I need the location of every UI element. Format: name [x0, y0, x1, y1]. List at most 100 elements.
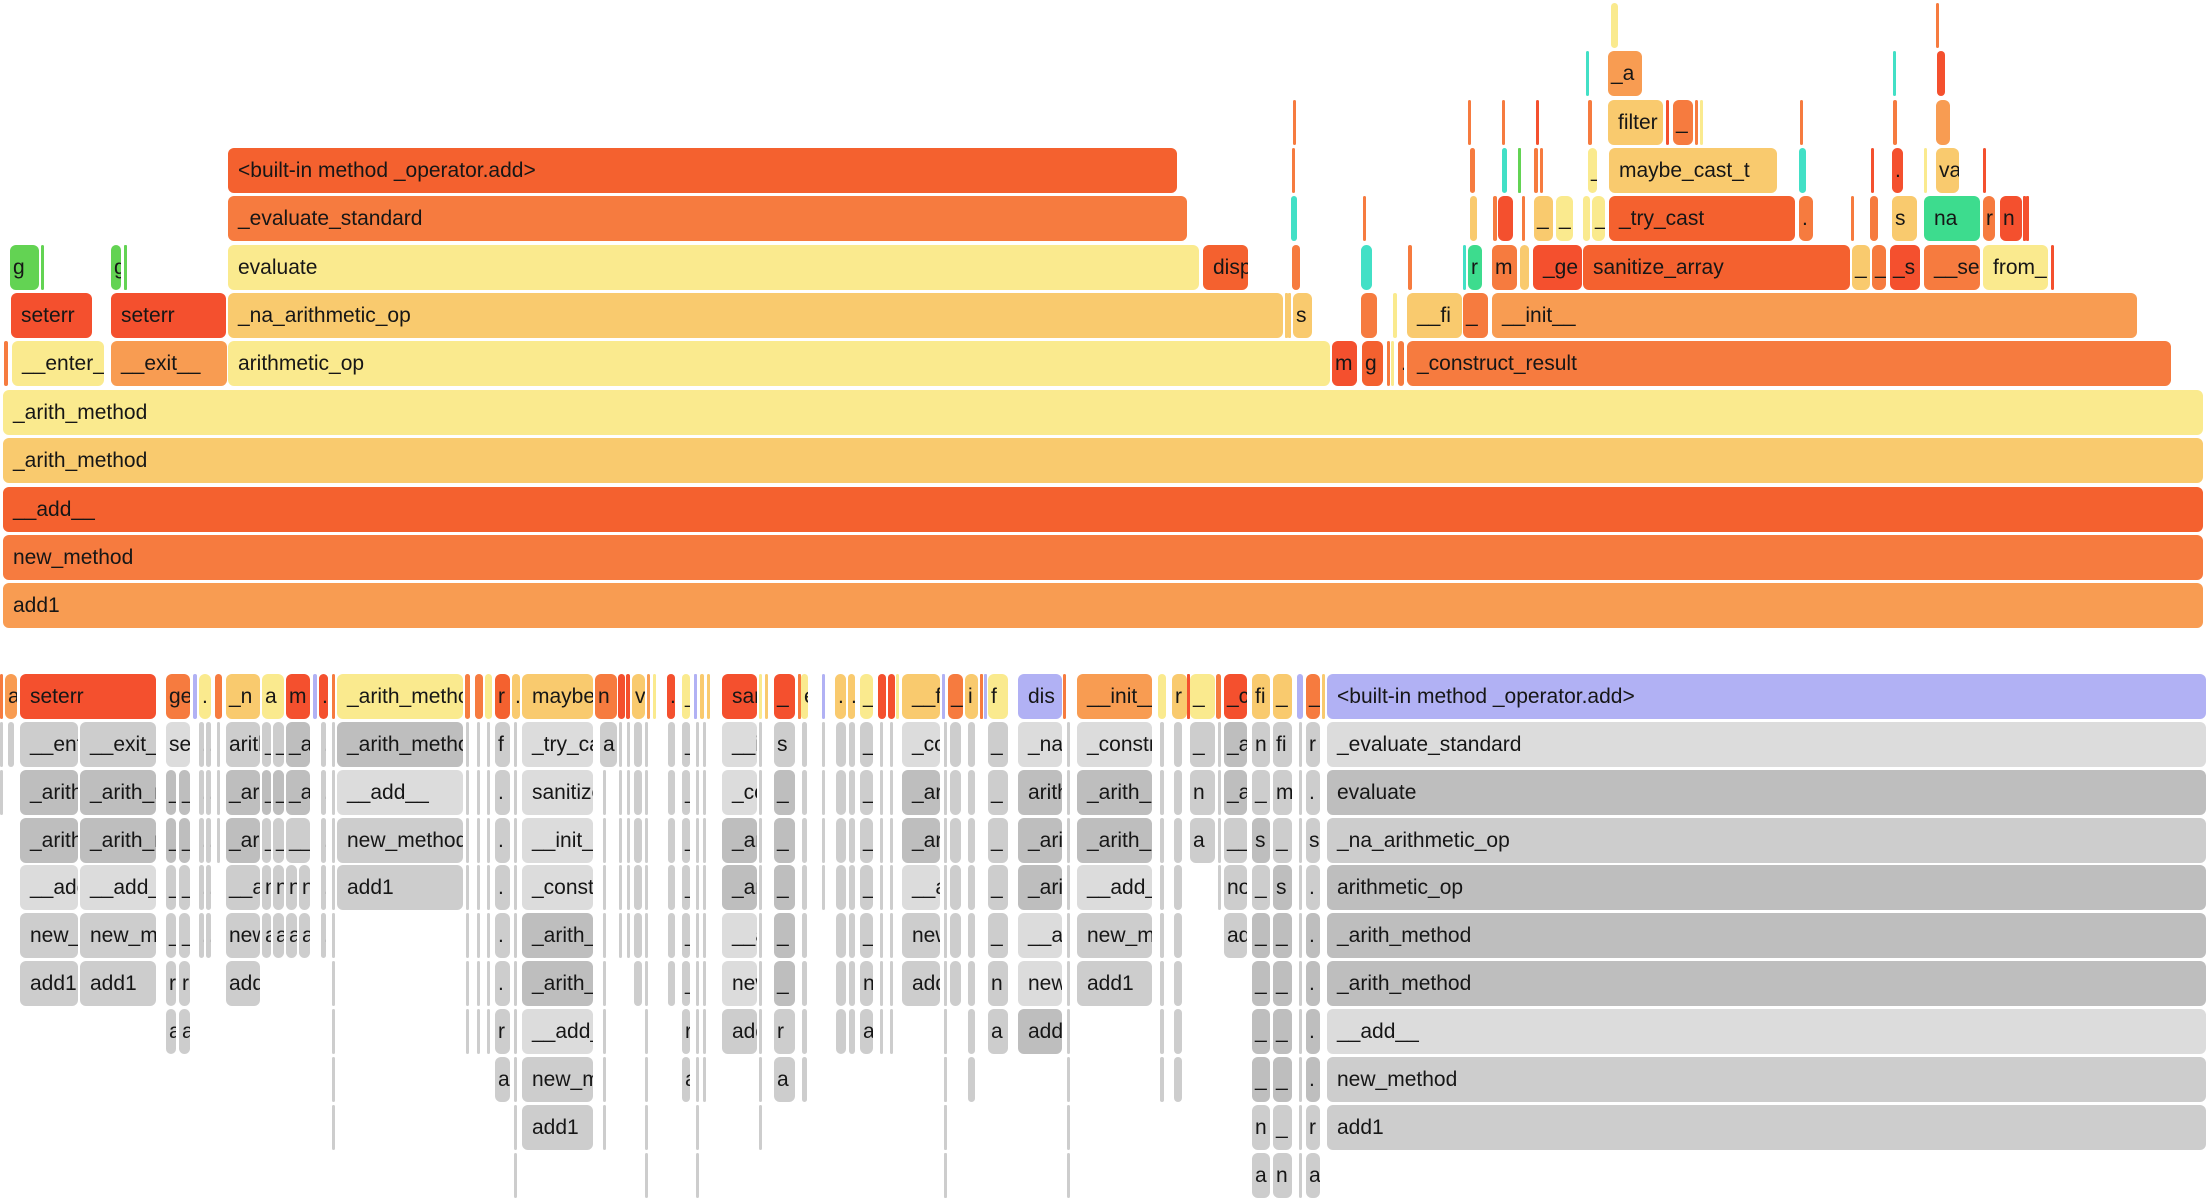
flame-frame[interactable]: a	[1252, 1152, 1270, 1198]
flame-frame[interactable]: _	[166, 865, 176, 911]
flame-frame-sliver[interactable]	[668, 913, 675, 959]
flame-frame-sliver[interactable]	[1393, 293, 1397, 339]
flame-frame-sliver[interactable]	[1174, 1008, 1182, 1054]
flame-frame[interactable]: new_method	[1018, 961, 1062, 1007]
flame-frame-sliver[interactable]	[1700, 99, 1703, 145]
flame-frame[interactable]: g	[111, 244, 121, 290]
flame-frame-sliver[interactable]	[634, 913, 642, 959]
flame-frame[interactable]: m	[1332, 341, 1357, 387]
flame-frame[interactable]: a	[5, 674, 17, 719]
flame-frame[interactable]: sanitize_array	[1583, 244, 1850, 290]
flame-frame[interactable]: r	[1306, 721, 1320, 767]
flame-frame-sliver[interactable]	[944, 961, 947, 1007]
flame-frame-sliver[interactable]	[1586, 51, 1589, 97]
flame-frame[interactable]: .	[199, 865, 204, 911]
flame-frame[interactable]: _a	[273, 769, 284, 815]
flame-frame[interactable]: g	[10, 244, 39, 290]
flame-frame-sliver[interactable]	[1408, 244, 1412, 290]
flame-frame[interactable]: __add__	[226, 865, 260, 911]
flame-frame-sliver[interactable]	[1174, 961, 1182, 1007]
flame-frame-sliver[interactable]	[1160, 913, 1164, 959]
flame-frame-sliver[interactable]	[645, 1056, 648, 1102]
flame-frame-sliver[interactable]	[696, 865, 699, 911]
flame-frame-sliver[interactable]	[1299, 865, 1302, 911]
flame-frame[interactable]: n	[1252, 1104, 1270, 1150]
flame-frame[interactable]: na	[1924, 196, 1980, 242]
flame-frame-sliver[interactable]	[477, 1008, 480, 1054]
flame-frame-sliver[interactable]	[332, 1104, 335, 1150]
flame-frame[interactable]: fi	[1273, 721, 1292, 767]
flame-frame[interactable]: _arith_method	[337, 674, 463, 719]
flame-frame[interactable]: .	[206, 913, 211, 959]
flame-frame[interactable]: _	[179, 865, 190, 911]
flame-frame-sliver[interactable]	[1293, 99, 1296, 145]
flame-frame-sliver[interactable]	[880, 721, 883, 767]
flame-frame-sliver[interactable]	[466, 1008, 469, 1054]
flame-frame-sliver[interactable]	[696, 721, 699, 767]
flame-frame-sliver[interactable]	[890, 1008, 893, 1054]
flame-frame-sliver[interactable]	[1870, 196, 1878, 242]
flame-frame[interactable]: _arith_method	[80, 817, 156, 863]
flame-frame[interactable]: _arith_method	[226, 769, 260, 815]
flame-frame-sliver[interactable]	[759, 769, 762, 815]
flame-frame-sliver[interactable]	[1174, 769, 1182, 815]
flame-frame[interactable]: new_method	[20, 913, 78, 959]
flame-frame-sliver[interactable]	[1067, 1008, 1070, 1054]
flame-frame[interactable]: filter	[1608, 99, 1663, 145]
flame-frame[interactable]: n	[1252, 721, 1270, 767]
flame-frame-sliver[interactable]	[4, 341, 8, 387]
flame-frame-sliver[interactable]	[634, 769, 642, 815]
flame-frame-sliver[interactable]	[1299, 961, 1302, 1007]
flame-frame-sliver[interactable]	[627, 913, 630, 959]
flame-frame[interactable]: _arith_method	[1077, 817, 1152, 863]
flame-frame[interactable]: s	[1252, 817, 1270, 863]
flame-frame-sliver[interactable]	[1924, 148, 1927, 194]
flame-frame[interactable]: _arith_method	[902, 817, 940, 863]
flame-frame-sliver[interactable]	[514, 961, 517, 1007]
flame-frame[interactable]: .	[321, 817, 326, 863]
flame-frame-sliver[interactable]	[1322, 674, 1325, 719]
flame-frame-sliver[interactable]	[603, 817, 606, 863]
flame-frame[interactable]: dis	[1018, 674, 1062, 719]
flame-frame-sliver[interactable]	[696, 769, 699, 815]
flame-frame-sliver[interactable]	[836, 865, 846, 911]
flame-frame[interactable]: __	[1224, 817, 1247, 863]
flame-frame[interactable]: _arith_method	[80, 769, 156, 815]
flame-frame-sliver[interactable]	[836, 913, 846, 959]
flame-frame-sliver[interactable]	[603, 961, 606, 1007]
flame-frame[interactable]: <built-in method _operator.add>	[1327, 674, 2206, 719]
flame-frame-sliver[interactable]	[968, 721, 975, 767]
flame-frame-sliver[interactable]	[1067, 1056, 1070, 1102]
flame-frame[interactable]: .	[495, 865, 510, 911]
flame-frame-sliver[interactable]	[645, 1008, 648, 1054]
flame-frame[interactable]: _	[1273, 1056, 1292, 1102]
flame-frame-sliver[interactable]	[475, 674, 483, 719]
flame-frame-sliver[interactable]	[668, 865, 675, 911]
flame-frame[interactable]: _construct_result	[1407, 341, 2171, 387]
flame-frame[interactable]: r	[1468, 244, 1482, 290]
flame-frame[interactable]: n	[1190, 769, 1215, 815]
flame-frame[interactable]: _	[988, 721, 1008, 767]
flame-frame-sliver[interactable]	[603, 769, 606, 815]
flame-frame-sliver[interactable]	[950, 721, 961, 767]
flame-frame-sliver[interactable]	[2023, 196, 2026, 242]
flame-frame-sliver[interactable]	[477, 721, 480, 767]
flame-frame-sliver[interactable]	[619, 721, 622, 767]
flame-frame[interactable]: sanitize_array	[522, 769, 593, 815]
flame-frame[interactable]: arithmetic_op	[1327, 865, 2206, 911]
flame-frame-sliver[interactable]	[0, 769, 3, 815]
flame-frame[interactable]: _	[682, 769, 690, 815]
flame-frame[interactable]: __init__	[722, 721, 757, 767]
flame-frame[interactable]: _arith_method	[1077, 769, 1152, 815]
flame-frame-sliver[interactable]	[890, 961, 893, 1007]
flame-frame-sliver[interactable]	[759, 961, 762, 1007]
flame-frame-sliver[interactable]	[1666, 99, 1669, 145]
flame-frame-sliver[interactable]	[514, 1104, 517, 1150]
flame-frame[interactable]: r	[495, 1008, 510, 1054]
flame-frame-sliver[interactable]	[645, 721, 648, 767]
flame-frame-sliver[interactable]	[647, 674, 650, 719]
flame-frame[interactable]: a	[774, 1056, 795, 1102]
flame-frame-sliver[interactable]	[634, 721, 642, 767]
flame-frame[interactable]: arithmetic_op	[226, 721, 260, 767]
flame-frame[interactable]: _construct_result	[522, 865, 593, 911]
